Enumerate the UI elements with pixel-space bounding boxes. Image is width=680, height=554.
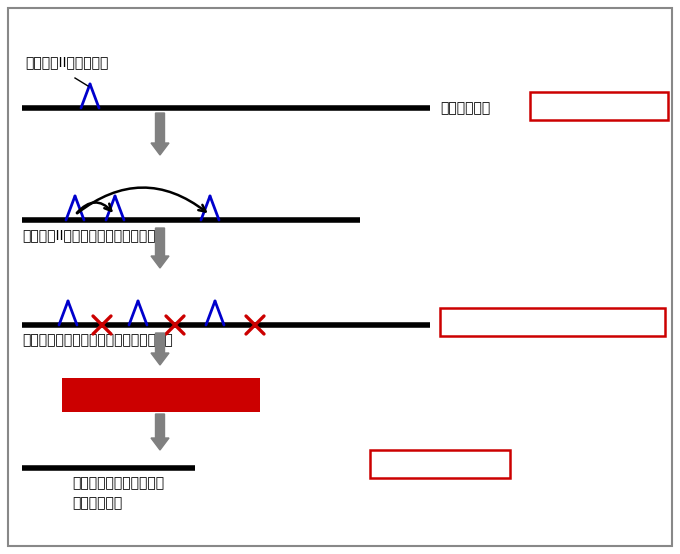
Text: ⇒非光合成種: ⇒非光合成種 — [413, 457, 466, 471]
Text: グループIIイントロン: グループIIイントロン — [25, 55, 108, 69]
Bar — [62, 378, 260, 412]
FancyArrow shape — [151, 228, 169, 268]
FancyArrow shape — [151, 333, 169, 365]
Text: 葉緑体ゲノム: 葉緑体ゲノム — [440, 101, 490, 115]
Text: ゲノム縮小化: ゲノム縮小化 — [72, 496, 122, 510]
Text: ⇒: ⇒ — [448, 315, 460, 329]
Text: 光合成関連遺伝子の消失: 光合成関連遺伝子の消失 — [72, 476, 164, 490]
Text: 光合成能力消失: 光合成能力消失 — [126, 386, 196, 404]
Text: ⇒ほとんどの光合成種: ⇒ほとんどの光合成種 — [558, 100, 641, 112]
FancyArrowPatch shape — [77, 202, 112, 213]
Bar — [530, 92, 668, 120]
Bar — [440, 308, 665, 336]
FancyArrow shape — [151, 113, 169, 155]
FancyArrowPatch shape — [78, 188, 205, 213]
FancyArrow shape — [151, 414, 169, 450]
Text: 頻繁なゲノム構造変化・構造多型の増加: 頻繁なゲノム構造変化・構造多型の増加 — [22, 333, 173, 347]
Text: Cryptomonas borealis: Cryptomonas borealis — [466, 315, 618, 329]
Text: グループIIイントロンの重複・転移: グループIIイントロンの重複・転移 — [22, 228, 156, 242]
Bar — [370, 450, 510, 478]
